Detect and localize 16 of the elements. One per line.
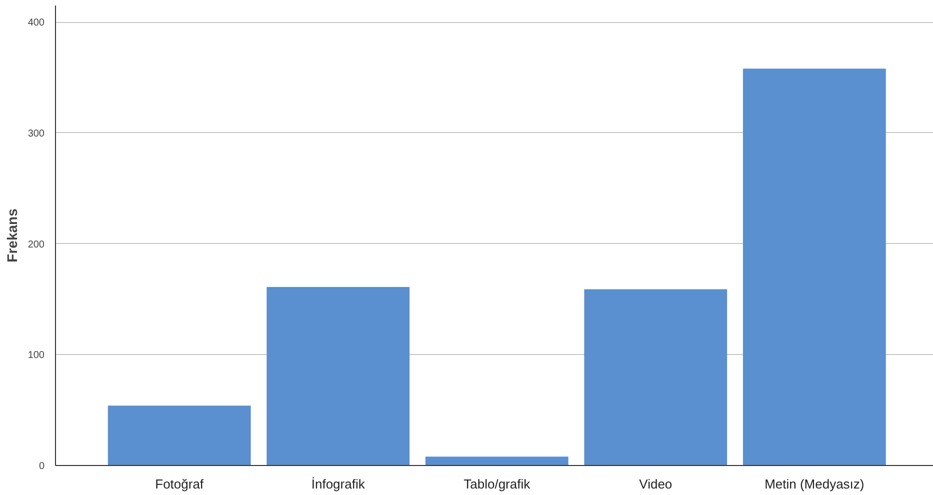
- x-tick-label: İnfografik: [311, 476, 366, 492]
- y-tick-label: 400: [28, 18, 45, 29]
- x-tick-label: Fotoğraf: [155, 476, 204, 492]
- bar: [584, 289, 728, 466]
- bar: [742, 68, 886, 466]
- y-tick-label: 0: [38, 461, 45, 472]
- bar: [266, 287, 410, 466]
- x-tick-label: Video: [639, 476, 672, 492]
- bar: [425, 456, 568, 466]
- x-tick-label: Metin (Medyasız): [764, 476, 864, 492]
- y-tick-label: 300: [28, 128, 45, 140]
- y-axis-title: Frekans: [4, 208, 20, 262]
- y-tick-label: 100: [28, 350, 45, 362]
- x-tick-label: Tablo/grafik: [464, 476, 531, 492]
- y-tick-label: 200: [28, 239, 45, 250]
- bar: [108, 406, 251, 466]
